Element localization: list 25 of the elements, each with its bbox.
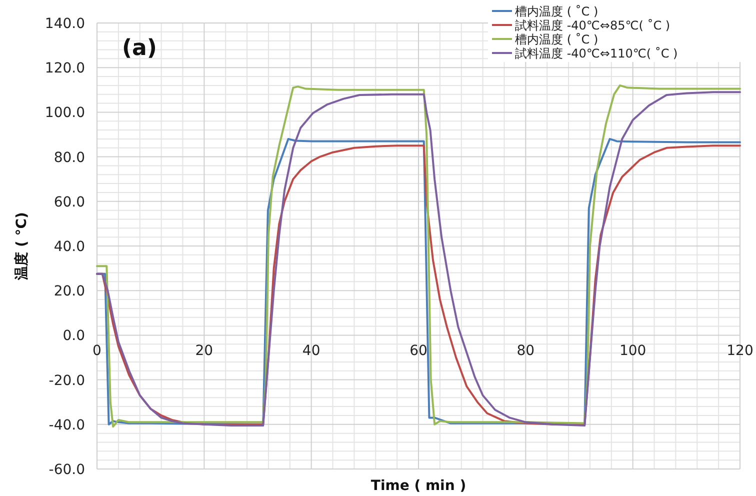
- y-tick-label: -60.0: [48, 462, 85, 478]
- legend-label: 試料温度 -40℃⇔85℃( ˚C ): [515, 18, 670, 32]
- y-tick-label: -40.0: [48, 417, 85, 434]
- annotation: (a): [122, 36, 157, 61]
- x-tick-label: 100: [619, 343, 646, 360]
- x-tick-label: 20: [195, 343, 214, 360]
- legend-label: 槽内温度 ( ˚C ): [515, 32, 598, 46]
- x-tick-label: 80: [516, 343, 535, 360]
- x-tick-label: 0: [92, 343, 102, 360]
- y-tick-label: 140.0: [44, 16, 85, 32]
- y-tick-label: 20.0: [54, 284, 85, 300]
- legend-label: 槽内温度 ( ˚C ): [515, 4, 598, 18]
- y-tick-label: 120.0: [44, 60, 85, 77]
- y-axis-title: 温度 ( °C): [13, 212, 30, 281]
- x-tick-label: 120: [726, 343, 754, 360]
- legend-label: 試料温度 -40℃⇔110℃( ˚C ): [515, 46, 678, 60]
- y-tick-label: 0.0: [62, 328, 85, 344]
- x-axis-title: Time ( min ): [370, 478, 466, 494]
- x-tick-label: 60: [410, 343, 428, 360]
- y-tick-label: 40.0: [54, 239, 85, 255]
- y-tick-label: 100.0: [44, 105, 85, 122]
- y-tick-label: 60.0: [54, 194, 85, 210]
- y-tick-label: 80.0: [54, 150, 85, 166]
- y-tick-label: -20.0: [48, 372, 85, 389]
- x-tick-label: 40: [302, 343, 320, 360]
